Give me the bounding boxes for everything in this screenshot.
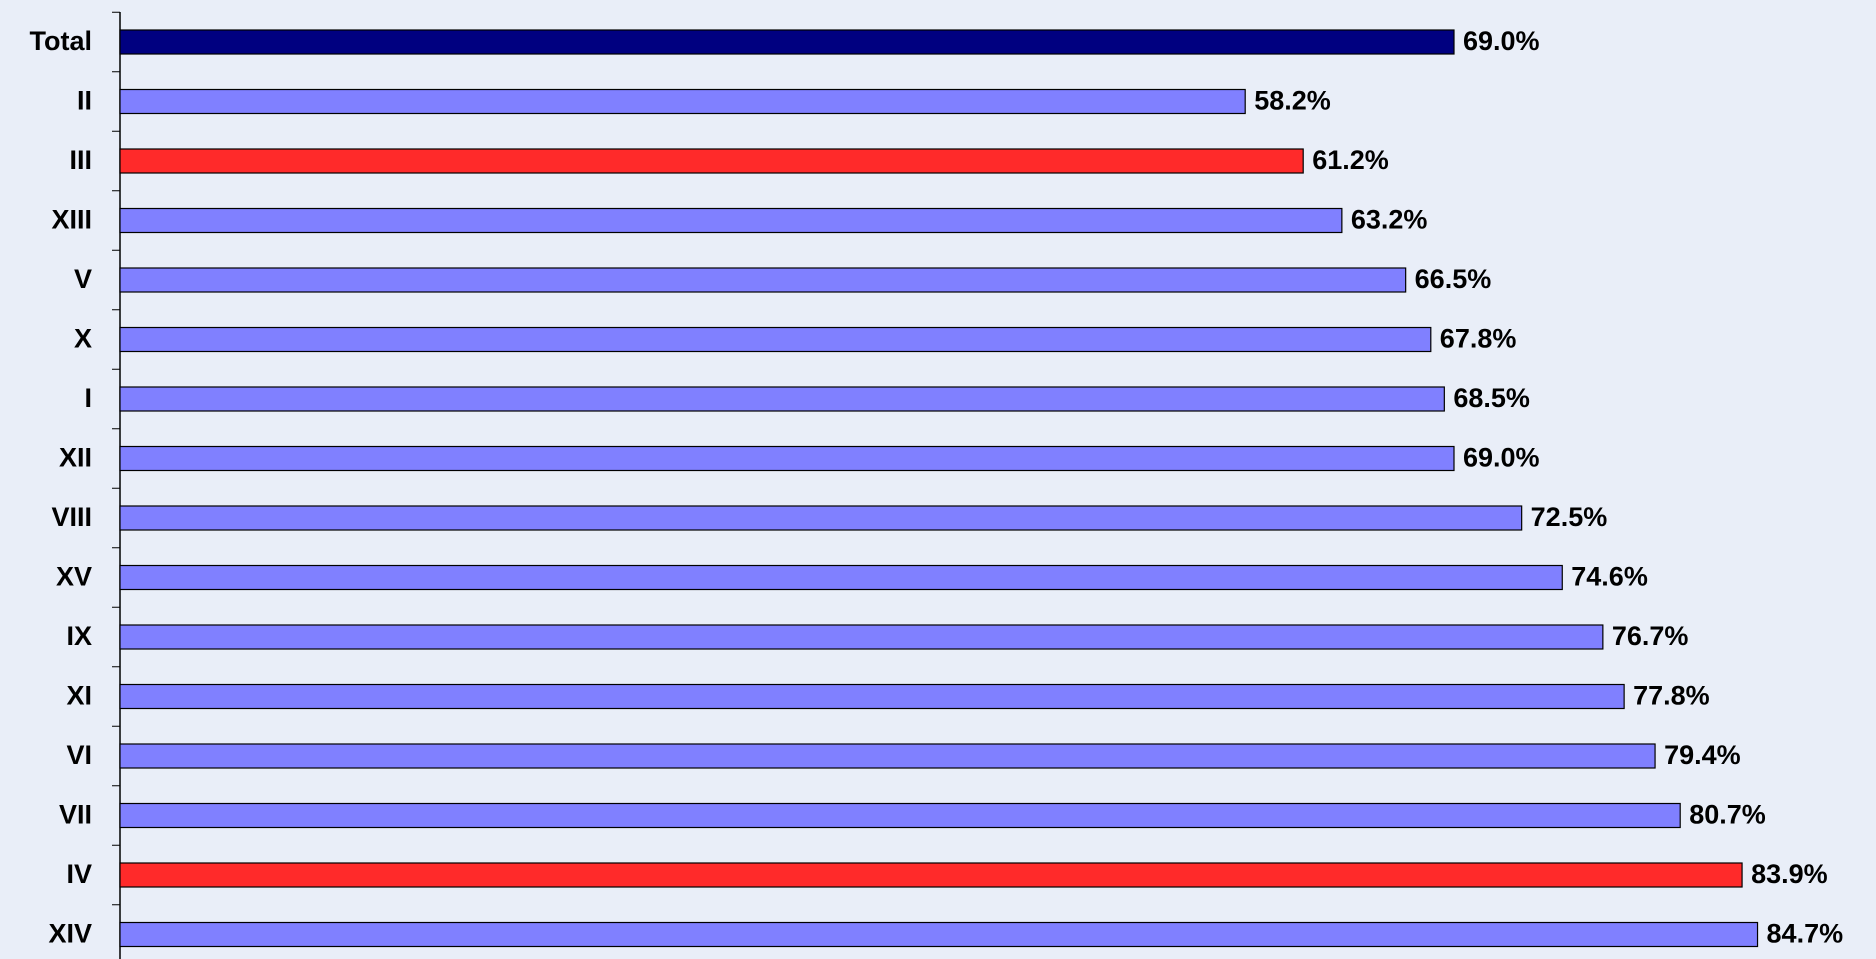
bar	[119, 862, 1743, 888]
value-label: 69.0%	[1463, 443, 1540, 473]
y-tick-label: IV	[66, 859, 92, 889]
value-label: 69.0%	[1463, 26, 1540, 56]
value-label: 79.4%	[1664, 740, 1741, 770]
y-tick-label: X	[74, 324, 92, 354]
y-tick-label: II	[77, 86, 92, 116]
bar	[119, 505, 1523, 531]
value-label: 83.9%	[1751, 859, 1828, 889]
value-label: 72.5%	[1531, 502, 1608, 532]
bar	[119, 624, 1604, 650]
y-tick-label: XII	[59, 443, 92, 473]
y-tick-label: IX	[66, 621, 92, 651]
value-label: 66.5%	[1415, 264, 1492, 294]
value-label: 84.7%	[1767, 919, 1844, 949]
value-label: 61.2%	[1312, 145, 1389, 175]
y-tick-label: XI	[66, 681, 92, 711]
bar	[119, 683, 1625, 710]
y-tick-label: Total	[30, 26, 93, 56]
bar	[119, 326, 1432, 353]
value-label: 76.7%	[1612, 621, 1689, 651]
bar	[119, 207, 1343, 234]
y-tick-label: I	[84, 383, 92, 413]
bar	[119, 743, 1656, 769]
bar	[119, 148, 1304, 174]
value-label: 68.5%	[1453, 383, 1530, 413]
bar	[119, 921, 1759, 948]
value-label: 67.8%	[1440, 324, 1517, 354]
y-tick-label: XIII	[51, 205, 92, 235]
value-label: 58.2%	[1254, 86, 1331, 116]
y-tick-label: XV	[56, 562, 92, 592]
bar	[119, 267, 1407, 293]
bar	[119, 445, 1455, 472]
value-label: 77.8%	[1633, 681, 1710, 711]
bar	[119, 29, 1455, 55]
y-tick-label: V	[74, 264, 92, 294]
value-label: 80.7%	[1689, 800, 1766, 830]
y-tick-label: VII	[59, 800, 92, 830]
y-tick-label: VI	[66, 740, 92, 770]
bar	[119, 802, 1681, 829]
y-tick-label: VIII	[51, 502, 92, 532]
value-label: 63.2%	[1351, 205, 1428, 235]
bar	[119, 88, 1246, 115]
y-tick-label: III	[69, 145, 92, 175]
bar	[119, 564, 1563, 591]
bar	[119, 386, 1445, 412]
value-label: 74.6%	[1571, 562, 1648, 592]
y-tick-label: XIV	[48, 919, 92, 949]
